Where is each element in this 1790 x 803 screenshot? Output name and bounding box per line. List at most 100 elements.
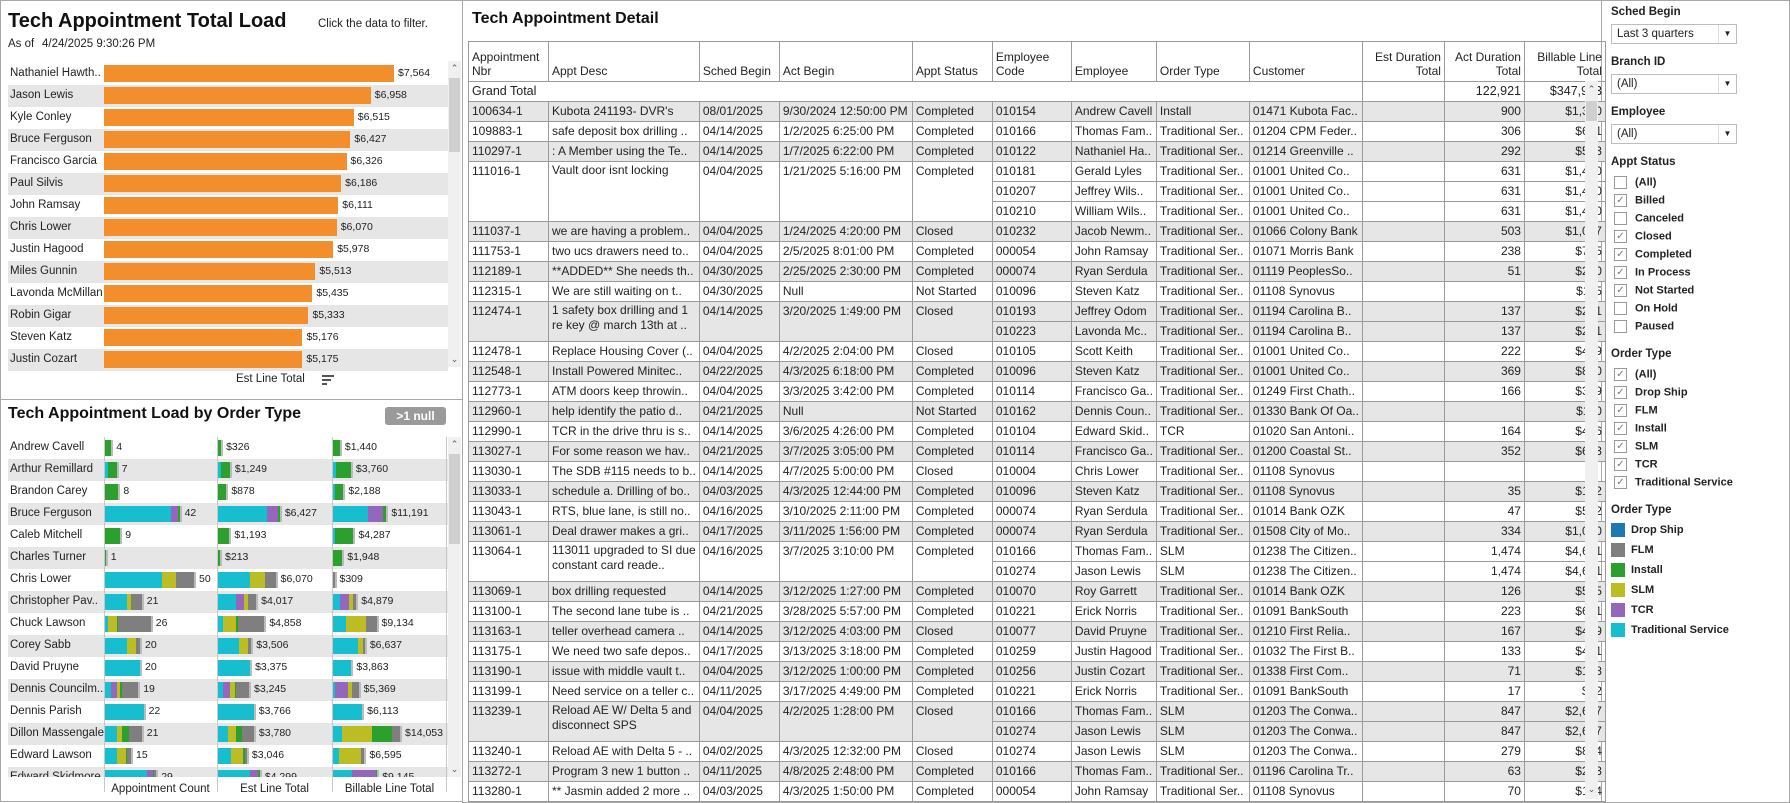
- dropdown-caret-icon[interactable]: ▼: [1718, 75, 1736, 93]
- bar-segment-traditional-service[interactable]: [218, 462, 221, 478]
- table-row[interactable]: 113043-1 RTS, blue lane, is still no.. 04/…: [468, 501, 1606, 522]
- filter-option-not-started[interactable]: ✓ Not Started: [1614, 284, 1694, 300]
- legend-item[interactable]: SLM: [1611, 583, 1654, 597]
- bar-segment-tcr[interactable]: [147, 770, 153, 777]
- bar-segment-tcr[interactable]: [352, 770, 376, 777]
- bar-segment-flm[interactable]: [122, 682, 139, 698]
- filter-option-billed[interactable]: ✓ Billed: [1614, 194, 1665, 210]
- order-type-row[interactable]: Bruce Ferguson 42 $6,427 $11,191: [8, 503, 448, 525]
- table-row[interactable]: 112548-1 Install Powered Minitec.. 04/22/2…: [468, 361, 1606, 382]
- scroll-thumb[interactable]: [1586, 101, 1597, 121]
- scroll-up-icon[interactable]: ⌃: [450, 63, 459, 73]
- filter-option-completed[interactable]: ✓ Completed: [1614, 248, 1692, 264]
- checkbox-checked-icon[interactable]: ✓: [1614, 440, 1627, 453]
- table-row[interactable]: 113030-1 The SDB #115 needs to b.. 04/14/2…: [468, 461, 1606, 482]
- checkbox-checked-icon[interactable]: ✓: [1614, 194, 1627, 207]
- column-header[interactable]: Act Duration Total: [1443, 41, 1525, 82]
- detail-scrollbar[interactable]: ⌃ ⌄: [1585, 81, 1598, 799]
- order-type-row[interactable]: Dennis Parish 22 $3,766 $6,113: [8, 701, 448, 723]
- bar-segment-flm[interactable]: [352, 594, 357, 610]
- table-row[interactable]: 113027-1 For some reason we hav.. 04/21/20…: [468, 441, 1606, 462]
- table-row[interactable]: 112960-1 help identify the patio d.. 04/2…: [468, 401, 1606, 422]
- bar-segment-flm[interactable]: [154, 770, 157, 777]
- bar-row[interactable]: Lavonda McMillan $5,435: [8, 283, 448, 305]
- bar-segment-tcr[interactable]: [236, 594, 244, 610]
- bar-segment-traditional-service[interactable]: [333, 506, 369, 522]
- column-header[interactable]: Employee: [1070, 41, 1157, 82]
- bar-segment-install[interactable]: [104, 440, 112, 456]
- scroll-down-icon[interactable]: ⌄: [1587, 784, 1596, 794]
- bar-segment-traditional-service[interactable]: [104, 462, 108, 478]
- bar-segment-traditional-service[interactable]: [104, 770, 148, 777]
- bar-segment-slm[interactable]: [228, 726, 236, 742]
- bar-segment-install[interactable]: [177, 506, 180, 522]
- bar-segment-slm[interactable]: [107, 616, 117, 632]
- column-header[interactable]: Appt Desc: [548, 41, 700, 82]
- table-row[interactable]: 113199-1 Need service on a teller c.. 04/1…: [468, 681, 1606, 702]
- bar-segment-traditional-service[interactable]: [104, 616, 108, 632]
- order-type-row[interactable]: Charles Turner 1 $213 $1,948: [8, 547, 448, 569]
- table-row[interactable]: 113033-1 schedule a. Drilling of bo.. 04/0…: [468, 481, 1606, 502]
- branch-id-dropdown[interactable]: (All) ▼: [1611, 74, 1737, 94]
- bar-segment-tcr[interactable]: [170, 506, 178, 522]
- bar-segment-slm[interactable]: [222, 616, 236, 632]
- legend-item[interactable]: FLM: [1611, 543, 1654, 557]
- bar-segment-slm[interactable]: [346, 616, 366, 632]
- bar-segment-traditional-service[interactable]: [218, 748, 231, 764]
- bar-segment-traditional-service[interactable]: [104, 682, 112, 698]
- bar-segment-traditional-service[interactable]: [104, 704, 144, 720]
- table-row[interactable]: 113239-1 Reload AE W/ Delta 5 and disconn…: [468, 701, 1606, 742]
- bar-segment-traditional-service[interactable]: [218, 506, 268, 522]
- checkbox-checked-icon[interactable]: ✓: [1614, 230, 1627, 243]
- bar-segment-traditional-service[interactable]: [333, 682, 335, 698]
- order-type-row[interactable]: Brandon Carey 8 $878 $2,188: [8, 481, 448, 503]
- bar-segment-install[interactable]: [218, 484, 227, 500]
- checkbox-checked-icon[interactable]: ✓: [1614, 284, 1627, 297]
- bar-segment-install[interactable]: [333, 440, 340, 456]
- bar-segment-install[interactable]: [107, 462, 117, 478]
- column-header[interactable]: Appt Status: [911, 41, 993, 82]
- table-row[interactable]: 112990-1 TCR in the drive thru is s.. 04/1…: [468, 421, 1606, 442]
- bar-segment-slm[interactable]: [239, 638, 248, 654]
- order-type-row[interactable]: Corey Sabb 20 $3,506 $6,637: [8, 635, 448, 657]
- bar-segment-install[interactable]: [116, 616, 119, 632]
- bar-segment-install[interactable]: [278, 506, 280, 522]
- bar-segment-install[interactable]: [122, 726, 130, 742]
- bar-segment-install[interactable]: [120, 682, 122, 698]
- bar-segment-flm[interactable]: [236, 682, 249, 698]
- table-row[interactable]: 010207 Jeffrey Wils.. Traditional Ser.. 010…: [469, 181, 1606, 202]
- bar-segment-flm[interactable]: [247, 594, 257, 610]
- order-type-scrollbar[interactable]: ⌃ ⌄: [448, 437, 461, 777]
- bar-row[interactable]: Kyle Conley $6,515: [8, 107, 448, 129]
- bar-segment-install[interactable]: [152, 770, 155, 777]
- bar-segment-tcr[interactable]: [249, 770, 259, 777]
- bar-segment-traditional-service[interactable]: [104, 726, 117, 742]
- bar[interactable]: [104, 109, 354, 126]
- legend-item[interactable]: TCR: [1611, 603, 1654, 617]
- bar-segment-traditional-service[interactable]: [218, 638, 239, 654]
- table-row[interactable]: 112773-1 ATM doors keep throwin.. 04/04/20…: [468, 381, 1606, 402]
- table-row[interactable]: 113100-1 The second lane tube is .. 04/21/…: [468, 601, 1606, 622]
- bar[interactable]: [104, 175, 342, 192]
- table-row[interactable]: 112474-1 1 safety box drilling and 1 re k…: [468, 301, 1606, 342]
- checkbox-checked-icon[interactable]: ✓: [1614, 458, 1627, 471]
- bar-segment-install[interactable]: [125, 748, 128, 764]
- bar-segment-install[interactable]: [236, 726, 242, 742]
- bar[interactable]: [104, 219, 337, 236]
- table-row[interactable]: 113190-1 issue with middle vault t.. 04/04…: [468, 661, 1606, 682]
- table-row[interactable]: 113272-1 Program 3 new 1 button .. 04/11/2…: [468, 761, 1606, 782]
- bar-segment-install[interactable]: [218, 550, 221, 566]
- order-type-row[interactable]: Dennis Councilm.. 19 $3,245 $5,369: [8, 679, 448, 701]
- employee-dropdown[interactable]: (All) ▼: [1611, 124, 1737, 144]
- order-type-row[interactable]: Dillon Massengale 21 $3,780 $14,053: [8, 723, 448, 745]
- null-indicator-badge[interactable]: >1 null: [385, 407, 446, 425]
- bar-segment-slm[interactable]: [358, 638, 364, 654]
- bar-segment-tcr[interactable]: [368, 506, 384, 522]
- filter-option-canceled[interactable]: Canceled: [1614, 212, 1684, 228]
- bar-segment-slm[interactable]: [127, 638, 137, 654]
- bar-segment-traditional-service[interactable]: [218, 726, 228, 742]
- checkbox-checked-icon[interactable]: ✓: [1614, 386, 1627, 399]
- bar-segment-traditional-service[interactable]: [218, 660, 251, 676]
- bar-segment-traditional-service[interactable]: [104, 572, 162, 588]
- bar-segment-traditional-service[interactable]: [333, 528, 335, 544]
